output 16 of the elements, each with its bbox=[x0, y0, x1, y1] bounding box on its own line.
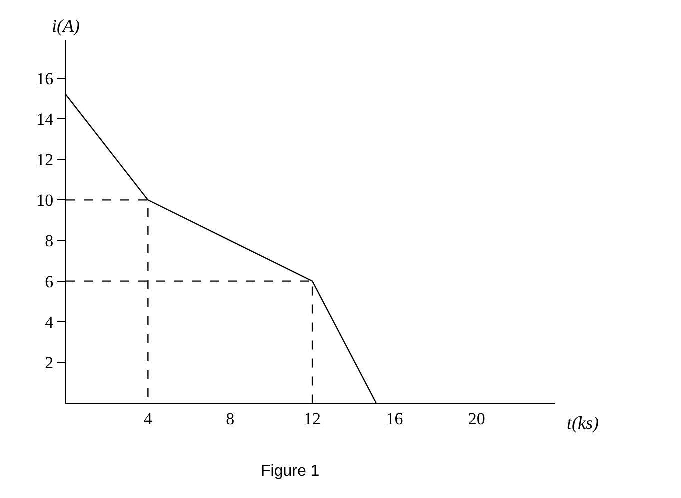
y-axis-title: i(A) bbox=[52, 16, 80, 36]
y-tick-label: 2 bbox=[45, 353, 54, 372]
y-tick-label: 12 bbox=[36, 150, 54, 170]
y-tick-label: 14 bbox=[36, 110, 54, 130]
y-tick-label: 16 bbox=[36, 69, 54, 88]
y-tick-label: 6 bbox=[45, 272, 54, 292]
x-tick-label: 8 bbox=[226, 409, 235, 428]
x-tick-label: 20 bbox=[468, 409, 486, 428]
x-tick-label: 4 bbox=[144, 409, 153, 428]
y-tick-label: 8 bbox=[45, 232, 54, 251]
x-tick-label: 12 bbox=[304, 409, 322, 428]
y-tick-label: 10 bbox=[36, 191, 54, 210]
x-tick-label: 16 bbox=[386, 409, 404, 428]
caption: Figure 1 bbox=[261, 463, 320, 480]
x-axis-title: t(ks) bbox=[567, 413, 599, 433]
y-tick-label: 4 bbox=[45, 312, 54, 332]
